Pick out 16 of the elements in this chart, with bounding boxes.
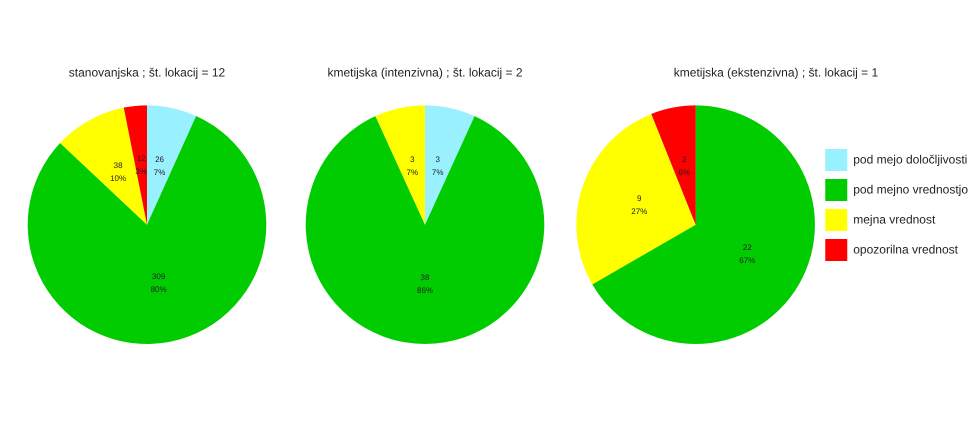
chart-title: kmetijska (intenzivna) ; št. lokacij = 2: [327, 66, 523, 80]
data-label: 38 10%: [110, 161, 126, 184]
data-label: 9 27%: [631, 194, 648, 216]
data-label: 3 7%: [432, 155, 444, 178]
data-label: 38 86%: [416, 273, 434, 296]
data-label: 26 7%: [154, 155, 166, 178]
legend-label: mejna vrednost: [853, 212, 936, 226]
legend-label: pod mejo določljivosti: [853, 152, 968, 166]
data-label: 3 7%: [406, 155, 418, 178]
data-label: 2 6%: [678, 154, 690, 177]
legend-label: pod mejno vrednostjo: [853, 182, 968, 196]
legend-label: opozorilna vrednost: [853, 242, 959, 256]
data-label: 309 80%: [150, 272, 167, 294]
chart-title: stanovanjska ; št. lokacij = 12: [68, 66, 226, 80]
chart-title: kmetijska (ekstenzivna) ; št. lokacij = 1: [674, 66, 879, 80]
data-label: 22 67%: [739, 243, 756, 266]
